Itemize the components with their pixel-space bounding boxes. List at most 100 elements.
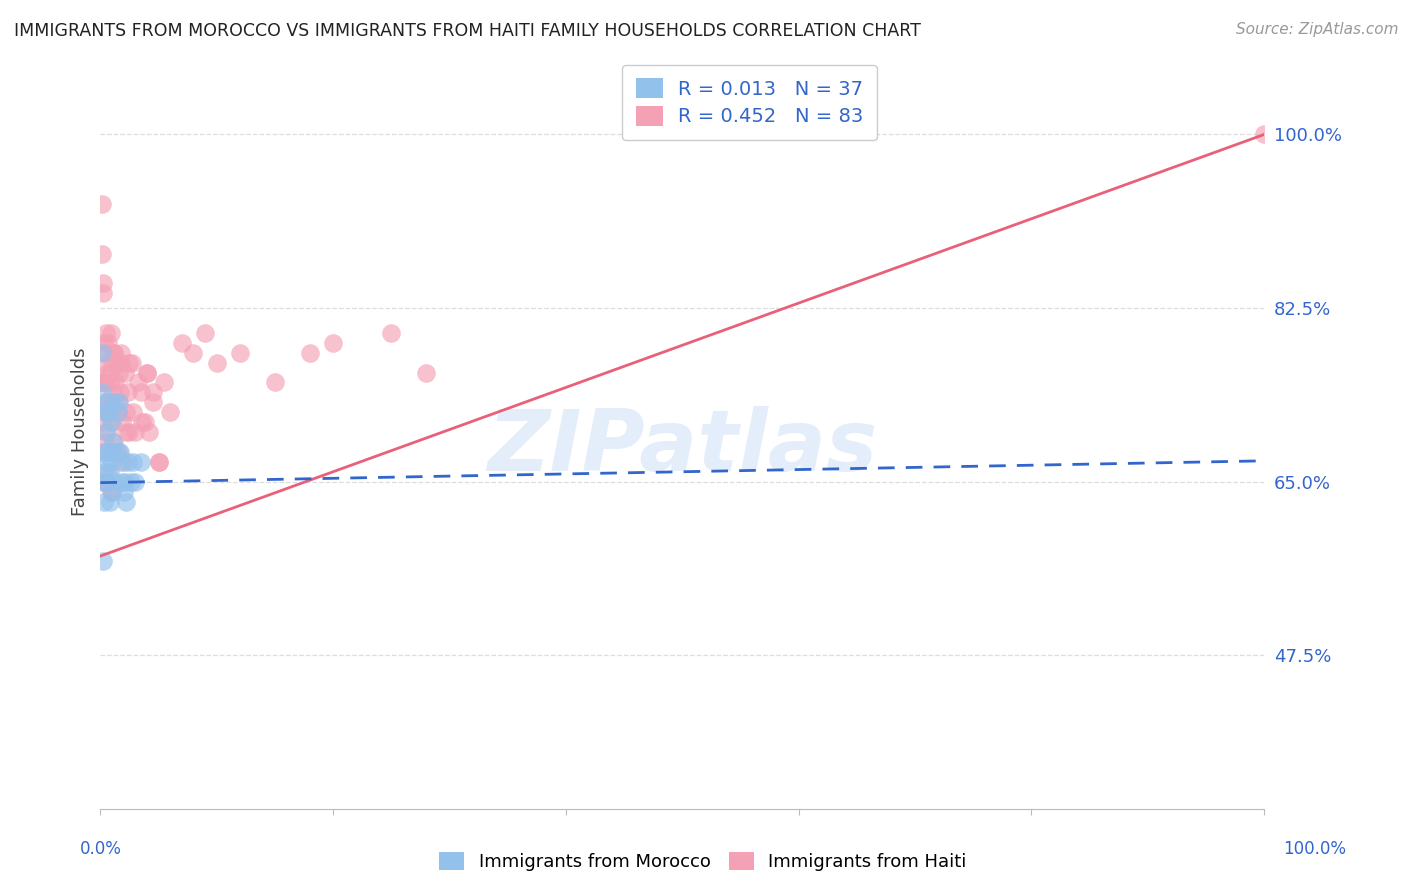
Point [103,345,125,359]
Point [108,445,131,459]
Point [105,356,128,370]
Point [98,445,121,459]
Point [148,455,170,469]
Point [97,405,120,419]
Point [108,366,131,380]
Point [264,376,287,390]
Point [103,435,125,450]
Point [134,415,156,429]
Point [142,395,165,409]
Point [100,395,122,409]
Point [96,345,118,359]
Point [108,385,131,400]
Point [108,395,131,409]
Point [129,385,152,400]
Point [96,326,118,340]
Point [127,376,149,390]
Point [91,475,114,489]
Point [90,385,112,400]
Legend: Immigrants from Morocco, Immigrants from Haiti: Immigrants from Morocco, Immigrants from… [432,846,974,879]
Point [94,405,117,419]
Point [159,405,181,419]
Point [107,395,129,409]
Text: ZIPatlas: ZIPatlas [486,406,877,489]
Point [93,475,115,489]
Point [90,345,112,359]
Point [107,405,129,419]
Point [229,345,252,359]
Point [98,494,121,508]
Point [111,415,134,429]
Point [101,435,124,450]
Point [415,366,437,380]
Point [114,366,136,380]
Point [108,445,131,459]
Point [100,484,122,499]
Point [142,385,165,400]
Point [93,356,115,370]
Point [100,415,122,429]
Point [96,395,118,409]
Point [170,335,193,350]
Point [101,356,124,370]
Point [97,445,120,459]
Point [101,484,124,499]
Point [90,246,112,260]
Point [148,455,170,469]
Point [96,475,118,489]
Point [1253,128,1275,142]
Point [100,326,122,340]
Text: 100.0%: 100.0% [1284,840,1346,858]
Point [115,494,138,508]
Point [104,475,127,489]
Point [96,366,118,380]
Point [90,376,112,390]
Point [205,356,228,370]
Point [91,277,114,291]
Point [96,425,118,439]
Point [94,376,117,390]
Point [122,405,145,419]
Point [93,494,115,508]
Text: 0.0%: 0.0% [80,840,122,858]
Point [135,366,157,380]
Point [94,435,117,450]
Point [101,385,124,400]
Point [121,356,143,370]
Point [91,445,114,459]
Point [129,455,152,469]
Point [183,345,205,359]
Point [298,345,321,359]
Y-axis label: Family Households: Family Households [72,348,89,516]
Legend: R = 0.013   N = 37, R = 0.452   N = 83: R = 0.013 N = 37, R = 0.452 N = 83 [621,65,877,140]
Point [120,475,142,489]
Point [101,405,124,419]
Point [105,445,128,459]
Point [93,445,115,459]
Point [98,376,121,390]
Point [96,395,118,409]
Point [107,405,129,419]
Point [91,286,114,301]
Point [98,366,121,380]
Point [194,326,217,340]
Point [124,425,146,439]
Point [100,455,122,469]
Point [96,475,118,489]
Point [96,395,118,409]
Point [104,376,127,390]
Point [322,335,344,350]
Point [124,475,146,489]
Point [117,455,139,469]
Text: Source: ZipAtlas.com: Source: ZipAtlas.com [1236,22,1399,37]
Point [135,366,157,380]
Point [101,415,124,429]
Point [138,425,160,439]
Point [97,465,120,479]
Point [110,345,132,359]
Point [97,405,120,419]
Point [96,455,118,469]
Point [101,445,124,459]
Point [104,445,127,459]
Point [118,356,141,370]
